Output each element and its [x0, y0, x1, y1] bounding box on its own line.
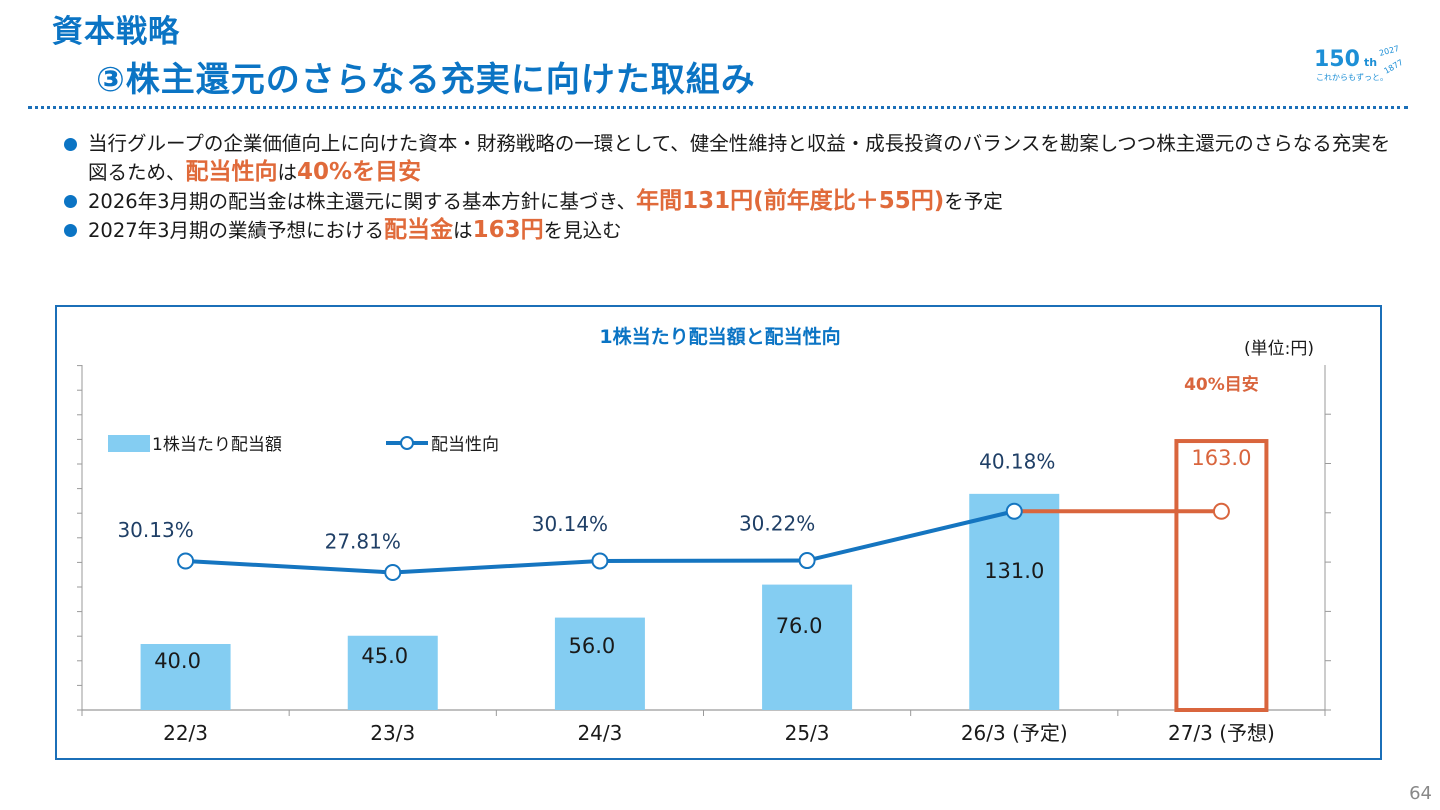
payout-ratio-label: 40.18%	[979, 449, 1055, 473]
payout-ratio-point	[1212, 502, 1230, 520]
bullet-text: は	[277, 161, 298, 184]
page-title: ③株主還元のさらなる充実に向けた取組み	[96, 60, 756, 100]
payout-ratio-point	[177, 552, 195, 570]
bar-value-label: 40.0	[154, 649, 201, 673]
x-category-label: 22/3	[163, 721, 208, 745]
bullet-dot-icon	[64, 195, 77, 208]
bullet-item: 当行グループの企業価値向上に向けた資本・財務戦略の一環として、健全性維持と収益・…	[60, 130, 1400, 187]
bullet-text: は	[453, 219, 473, 242]
forecast-callout: 40%目安	[1184, 374, 1259, 395]
anniversary-logo: 150 th 2027 1877 これからもずっと。	[1314, 44, 1405, 82]
dividend-bar	[554, 617, 645, 710]
dividend-bar	[969, 493, 1060, 710]
chart-unit: (単位:円)	[1244, 339, 1314, 359]
bullet-highlight: 40%を目安	[297, 159, 422, 185]
bullet-list: 当行グループの企業価値向上に向けた資本・財務戦略の一環として、健全性維持と収益・…	[60, 130, 1400, 245]
payout-ratio-label: 30.22%	[739, 512, 815, 536]
payout-ratio-point	[384, 563, 402, 581]
payout-ratio-point	[1005, 502, 1023, 520]
bullet-item: 2027年3月期の業績予想における配当金は163円を見込む	[60, 216, 1400, 245]
dividend-bar	[762, 584, 853, 710]
chart-title: 1株当たり配当額と配当性向	[599, 326, 841, 348]
bullet-highlight: 配当性向	[185, 159, 278, 185]
legend-bar-swatch	[108, 435, 150, 452]
legend-bar-label: 1株当たり配当額	[152, 435, 282, 455]
x-category-label: 24/3	[577, 721, 622, 745]
bullet-text: を予定	[944, 190, 1003, 213]
bullet-text: 2027年3月期の業績予想における	[88, 219, 385, 242]
bullet-text: 2026年3月期の配当金は株主還元に関する基本方針に基づき、	[88, 190, 637, 213]
bullet-text: を見込む	[543, 219, 622, 242]
x-category-label: 26/3 (予定)	[961, 721, 1068, 745]
forecast-bar-outline	[1174, 439, 1269, 712]
payout-ratio-point	[798, 552, 816, 570]
x-category-label: 23/3	[370, 721, 415, 745]
legend-line-marker	[400, 436, 414, 450]
bar-value-label: 56.0	[569, 634, 616, 658]
bullet-highlight: 163円	[472, 217, 544, 243]
section-title: 資本戦略	[52, 14, 180, 50]
payout-ratio-point	[591, 552, 609, 570]
dividend-bar	[347, 635, 438, 710]
bullet-dot-icon	[64, 138, 77, 151]
logo-tagline: これからもずっと。	[1316, 72, 1388, 82]
page-number: 64	[1409, 783, 1432, 804]
x-category-label: 27/3 (予想)	[1168, 721, 1275, 745]
bar-value-label: 76.0	[776, 614, 823, 638]
bullet-item: 2026年3月期の配当金は株主還元に関する基本方針に基づき、年間131円(前年度…	[60, 187, 1400, 216]
bullet-text: 当行グループの企業価値向上に向けた資本・財務戦略の一環として、健全性維持と収益・…	[88, 132, 1391, 184]
logo-suffix: th	[1364, 56, 1377, 69]
legend-line-label: 配当性向	[431, 435, 499, 455]
x-category-label: 25/3	[785, 721, 830, 745]
logo-number: 150	[1314, 47, 1360, 72]
payout-ratio-label: 30.14%	[532, 512, 608, 536]
payout-ratio-label: 30.13%	[117, 518, 193, 542]
bullet-highlight: 年間131円(前年度比＋55円)	[636, 188, 945, 214]
title-divider	[28, 106, 1408, 109]
bar-value-label: 131.0	[984, 559, 1044, 583]
bullet-highlight: 配当金	[384, 217, 454, 243]
bullet-dot-icon	[64, 224, 77, 237]
payout-ratio-label: 27.81%	[325, 529, 401, 553]
dividend-bar	[140, 644, 231, 710]
chart-frame	[55, 305, 1382, 760]
bar-value-label: 45.0	[361, 644, 408, 668]
forecast-bar-label: 163.0	[1191, 446, 1251, 470]
